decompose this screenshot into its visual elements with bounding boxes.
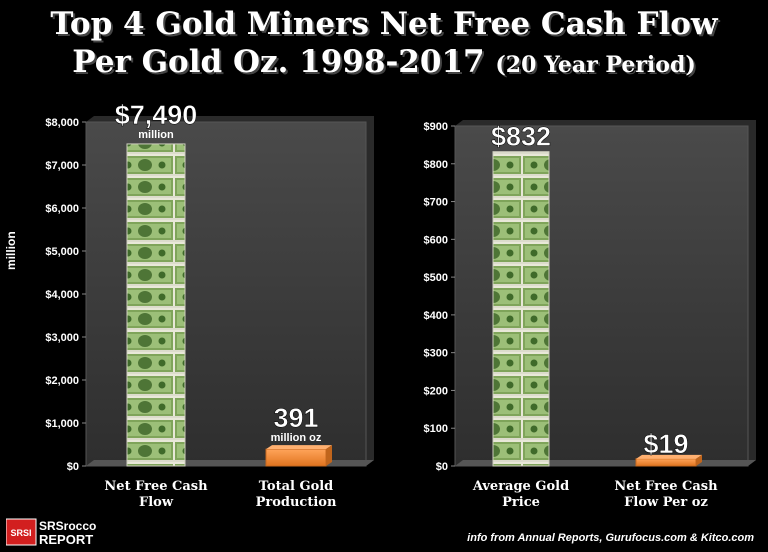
bar-top-net-free-cash-flow-per-oz (636, 454, 702, 459)
y-tick-label-1-4: $400 (424, 310, 448, 322)
y-tick-label-1-1: $100 (424, 423, 448, 435)
y-tick-label-1-6: $600 (424, 234, 448, 246)
value-label-net-free-cash-flow: $7,490 (115, 100, 198, 130)
value-label-average-gold-price: $832 (491, 122, 551, 152)
bar-average-gold-price (492, 151, 550, 467)
logo-badge-text: SRSI (10, 528, 31, 538)
bar-net-free-cash-flow-per-oz (635, 458, 697, 467)
category-label-net-free-cash-flow-per-oz: Net Free Cash Flow Per oz (614, 479, 718, 510)
y-tick-label-1-8: $800 (424, 159, 448, 171)
chart-title-line1: Top 4 Gold Miners Net Free Cash Flow (50, 6, 718, 42)
y-tick-label-0-0: $0 (67, 461, 79, 473)
y-tick-label-0-2: $2,000 (45, 375, 79, 387)
source-credit: info from Annual Reports, Gurufocus.com … (467, 532, 754, 544)
srsrocco-report-logo: SRSI SRSrocco REPORT (6, 518, 96, 547)
bar-top-total-gold-production (266, 445, 332, 450)
value-label-total-gold-production: 391 (273, 403, 318, 433)
logo-line2: REPORT (39, 532, 93, 547)
value-label-net-free-cash-flow-per-oz: $19 (643, 429, 688, 459)
bar-total-gold-production (265, 448, 327, 467)
y-tick-label-1-9: $900 (424, 121, 448, 133)
y-tick-label-0-7: $7,000 (45, 160, 79, 172)
y-tick-label-1-2: $200 (424, 385, 448, 397)
category-label-average-gold-price: Average Gold Price (472, 479, 570, 510)
bar-side-net-free-cash-flow-per-oz (696, 454, 702, 466)
y-tick-label-1-3: $300 (424, 348, 448, 360)
y-tick-label-0-8: $8,000 (45, 117, 79, 129)
y-tick-label-1-5: $500 (424, 272, 448, 284)
chart-title-line2-main: Per Gold Oz. 1998-2017 (72, 44, 485, 80)
y-tick-label-0-6: $6,000 (45, 203, 79, 215)
value-sublabel-total-gold-production: million oz (271, 432, 322, 444)
value-sublabel-net-free-cash-flow: million (138, 129, 174, 141)
chart-title-line2-period: (20 Year Period) (495, 52, 696, 78)
bar-net-free-cash-flow (126, 143, 186, 467)
category-label-total-gold-production: Total Gold Production (255, 479, 337, 510)
chart-title-line2: Per Gold Oz. 1998-2017 (20 Year Period) (0, 44, 768, 80)
logo-line1: SRSrocco (39, 519, 96, 533)
y-tick-label-1-0: $0 (436, 461, 448, 473)
category-label-net-free-cash-flow: Net Free Cash Flow (104, 479, 208, 510)
y-tick-label-0-5: $5,000 (45, 246, 79, 258)
y-tick-label-0-4: $4,000 (45, 289, 79, 301)
bar-side-total-gold-production (326, 445, 332, 466)
y-tick-label-0-1: $1,000 (45, 418, 79, 430)
y-tick-label-1-7: $700 (424, 197, 448, 209)
y-tick-label-0-3: $3,000 (45, 332, 79, 344)
